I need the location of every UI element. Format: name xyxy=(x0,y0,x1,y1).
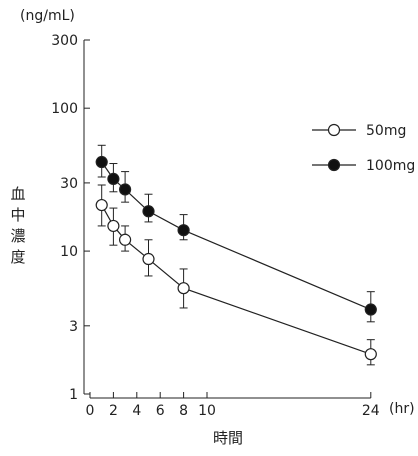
x-tick-label: 0 xyxy=(86,403,95,419)
legend-marker xyxy=(327,158,341,172)
x-tick-label: 2 xyxy=(109,403,118,419)
y-tick-label: 10 xyxy=(60,244,78,260)
data-point xyxy=(364,348,377,361)
y-tick-label: 30 xyxy=(60,176,78,192)
data-point xyxy=(142,252,155,266)
x-axis-title: 時間 xyxy=(213,429,243,447)
y-tick-label: 1 xyxy=(69,387,78,403)
series-layer xyxy=(95,144,377,366)
data-point xyxy=(177,282,190,295)
data-point xyxy=(107,219,120,233)
data-point xyxy=(118,233,132,246)
x-tick-label: 6 xyxy=(156,403,165,419)
x-tick-label: 24 xyxy=(362,403,380,419)
data-point xyxy=(364,303,377,316)
series-50mg xyxy=(95,184,377,366)
data-point xyxy=(142,205,155,218)
x-tick-label: 10 xyxy=(198,403,216,419)
x-unit-label: (hr) xyxy=(389,401,415,417)
y-axis-title-char: 中 xyxy=(10,206,25,224)
data-point xyxy=(95,198,108,212)
legend: 50mg 100mg xyxy=(312,123,415,174)
y-axis-title-char: 血 xyxy=(10,185,25,203)
x-tick-label: 4 xyxy=(132,403,141,419)
data-point xyxy=(177,224,190,237)
y-axis-title-char: 度 xyxy=(10,248,25,266)
series-line xyxy=(101,161,372,311)
y-tick-label: 100 xyxy=(51,101,78,117)
data-point xyxy=(95,155,108,169)
legend-label: 50mg xyxy=(366,123,406,139)
y-unit-label: (ng/mL) xyxy=(20,8,75,24)
data-point xyxy=(118,183,132,196)
y-axis-title-char: 濃 xyxy=(10,227,25,245)
legend-marker xyxy=(327,123,341,137)
x-tick-label: 8 xyxy=(179,403,188,419)
y-tick-label: 300 xyxy=(51,33,78,49)
series-line xyxy=(101,204,371,355)
y-tick-label: 3 xyxy=(69,319,78,335)
series-100mg xyxy=(95,144,377,323)
legend-label: 100mg xyxy=(366,158,415,174)
data-point xyxy=(107,172,120,186)
